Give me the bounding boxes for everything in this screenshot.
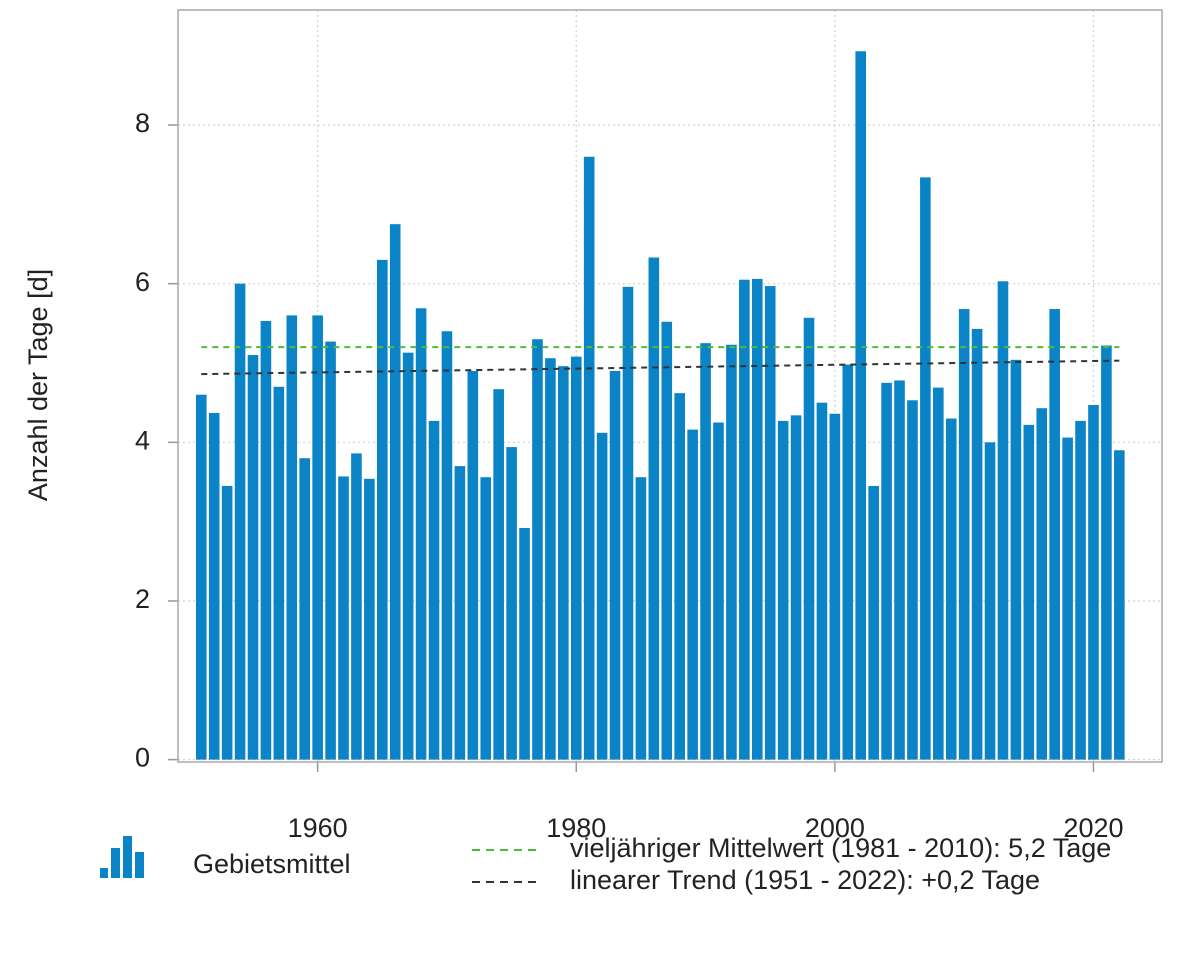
bar	[687, 429, 698, 760]
bar	[894, 380, 905, 760]
bar	[661, 321, 673, 760]
bar	[467, 370, 479, 760]
bar	[842, 364, 854, 760]
bar	[480, 477, 492, 760]
bar	[493, 389, 504, 760]
bar	[519, 527, 530, 760]
bar	[545, 358, 556, 760]
bar	[1088, 405, 1099, 760]
bar	[596, 432, 608, 760]
bar	[506, 447, 517, 760]
bar	[1075, 420, 1086, 760]
bar	[726, 344, 737, 760]
bar	[428, 420, 440, 760]
bar	[1101, 345, 1112, 760]
y-tick-label: 4	[135, 425, 150, 455]
bar	[933, 387, 944, 760]
y-tick-label: 0	[135, 743, 150, 773]
bar	[868, 485, 879, 760]
bar	[1049, 309, 1060, 760]
x-tick-label: 2020	[1063, 813, 1123, 843]
legend-label: linearer Trend (1951 - 2022): +0,2 Tage	[570, 865, 1040, 895]
bar	[609, 370, 621, 760]
bar	[1023, 424, 1035, 760]
y-tick-label: 6	[135, 267, 150, 297]
bar	[583, 156, 595, 760]
bar	[984, 442, 996, 760]
bar	[570, 356, 582, 760]
bar	[351, 453, 362, 760]
x-tick-label: 1980	[546, 813, 606, 843]
bar	[325, 341, 336, 760]
bar	[997, 281, 1009, 760]
bar	[751, 278, 763, 760]
bar	[234, 283, 246, 760]
bar	[920, 177, 931, 760]
bar	[635, 477, 647, 760]
bar	[286, 315, 298, 760]
bar	[273, 386, 285, 760]
bar	[415, 308, 427, 760]
bar	[958, 309, 970, 760]
bar	[247, 355, 259, 760]
bar	[881, 382, 892, 760]
y-tick-label: 2	[135, 584, 150, 614]
bar	[907, 400, 918, 760]
bar	[713, 422, 724, 760]
bar	[299, 458, 311, 760]
x-tick-label: 2000	[805, 813, 865, 843]
bar	[1114, 450, 1125, 760]
bar	[221, 485, 233, 760]
bar	[338, 476, 349, 760]
bar	[777, 420, 789, 760]
bar	[622, 286, 634, 760]
bar	[945, 418, 957, 760]
bar	[195, 394, 207, 760]
plot-frame	[177, 9, 1163, 763]
bar	[208, 412, 220, 760]
bar	[1036, 408, 1048, 760]
bar	[971, 328, 983, 760]
bar	[364, 478, 375, 760]
bar	[376, 259, 388, 760]
x-tick-label: 1960	[288, 813, 348, 843]
bar	[454, 466, 466, 760]
bar	[803, 317, 815, 760]
bar	[700, 343, 711, 760]
bar	[739, 279, 750, 760]
bar	[312, 315, 323, 760]
bar	[402, 352, 414, 760]
bar	[816, 402, 828, 760]
bar	[558, 366, 569, 760]
bar	[790, 415, 802, 760]
bar	[389, 224, 401, 760]
bar	[648, 257, 660, 760]
legend-label: Gebietsmittel	[193, 849, 351, 879]
y-tick-label: 8	[135, 108, 150, 138]
bar	[532, 339, 543, 760]
bar	[855, 51, 867, 760]
bar	[764, 286, 776, 760]
legend-icon	[100, 836, 144, 878]
bar	[829, 413, 841, 760]
bar	[260, 320, 272, 760]
bar	[1010, 359, 1022, 760]
legend-label: vieljähriger Mittelwert (1981 - 2010): 5…	[570, 833, 1111, 863]
y-axis-label: Anzahl der Tage [d]	[23, 269, 53, 501]
bar	[674, 393, 685, 760]
bar	[1062, 437, 1073, 760]
bar	[441, 331, 453, 760]
